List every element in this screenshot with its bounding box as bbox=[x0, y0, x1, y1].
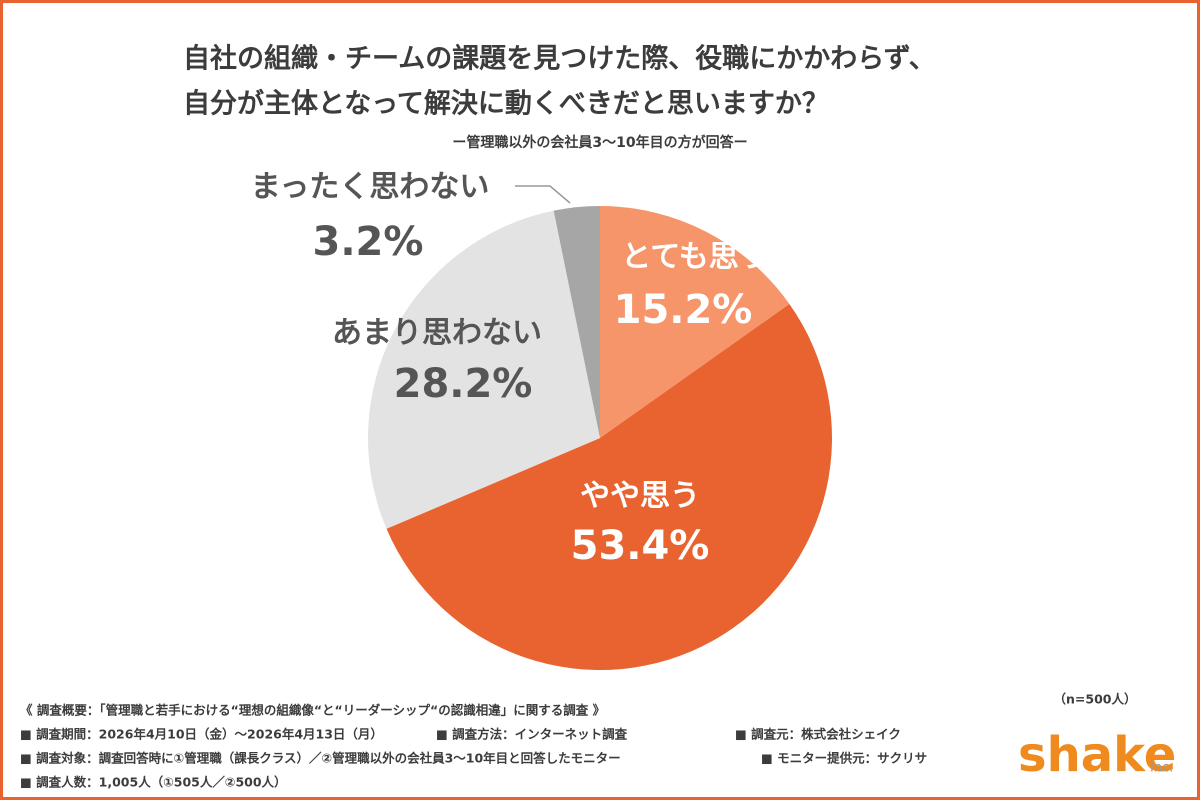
footer-note: ■ 調査方法：インターネット調査 bbox=[436, 727, 628, 742]
title-line: 自社の組織・チームの課題を見つけた際、役職にかかわらず、 bbox=[183, 43, 936, 75]
footer-note: ■ モニター提供元：サクリサ bbox=[761, 751, 927, 766]
pie-slice bbox=[553, 206, 600, 438]
slice-value: 28.2% bbox=[394, 361, 533, 407]
slice-value: 15.2% bbox=[614, 287, 753, 333]
footer-heading: 《 調査概要：「管理職と若手における“理想の組織像“と“リーダーシップ“の認識相… bbox=[20, 703, 605, 718]
pie-slice bbox=[600, 206, 790, 438]
slice-value: 53.4% bbox=[571, 523, 710, 569]
footer-note: ■ 調査対象：調査回答時に①管理職（課長クラス）／②管理職以外の会社員3〜10年… bbox=[20, 751, 621, 766]
logo-suffix: Inc. bbox=[1150, 761, 1173, 776]
slice-category: やや思う bbox=[580, 479, 700, 514]
pie-slice bbox=[368, 210, 600, 529]
footer-note: ■ 調査人数：1,005人（①505人／②500人） bbox=[20, 775, 287, 790]
logo: shake bbox=[1018, 727, 1176, 783]
leader-line bbox=[515, 185, 571, 204]
slice-category: まったく思わない bbox=[251, 170, 490, 205]
labels: とても思う 15.2% やや思う 53.4% あまり思わない 28.2% まったく思わない 3… bbox=[251, 170, 769, 570]
pie-slice bbox=[386, 304, 833, 671]
slice-category: とても思う bbox=[621, 240, 769, 275]
footer: ■ 調査期間：2026年4月10日（金）〜2026年4月13日（月） ■ 調査方法… bbox=[20, 727, 927, 790]
footer-note: ■ 調査期間：2026年4月10日（金）〜2026年4月13日（月） bbox=[20, 727, 383, 742]
sample-size: （n=500人） bbox=[1054, 692, 1137, 707]
slice-value: 3.2% bbox=[313, 219, 424, 265]
title-line: 自分が主体となって解決に動くべきだと思いますか？ bbox=[183, 88, 829, 120]
slice-category: あまり思わない bbox=[332, 316, 542, 351]
footer-note: ■ 調査元：株式会社シェイク bbox=[735, 727, 901, 742]
pie bbox=[368, 206, 833, 671]
subtitle: ー管理職以外の会社員3〜10年目の方が回答ー bbox=[452, 134, 747, 151]
